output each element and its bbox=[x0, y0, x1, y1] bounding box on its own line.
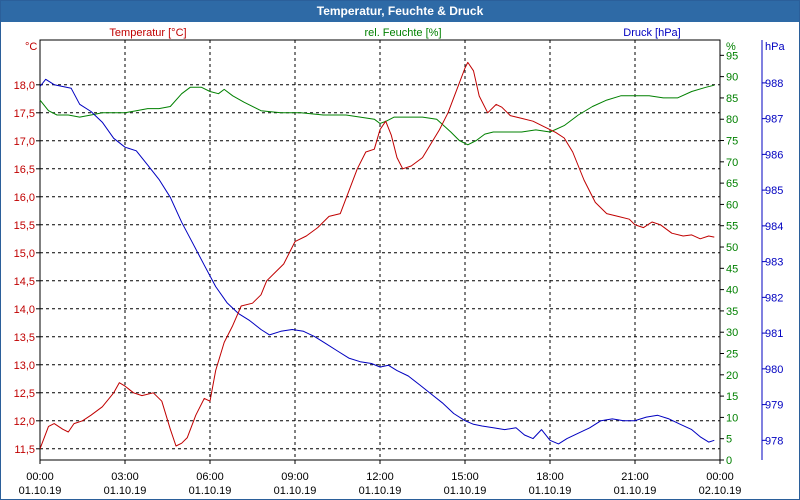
humidity-tick-label: 60 bbox=[726, 199, 738, 211]
humidity-tick-label: 20 bbox=[726, 370, 738, 382]
x-tick-time: 00:00 bbox=[706, 471, 734, 483]
temp-tick-label: 17,5 bbox=[14, 108, 35, 120]
humidity-tick-label: 30 bbox=[726, 327, 738, 339]
x-tick-date: 01.10.19 bbox=[359, 485, 402, 497]
pressure-tick-label: 982 bbox=[765, 292, 783, 304]
humidity-tick-label: 15 bbox=[726, 391, 738, 403]
pressure-tick-label: 984 bbox=[765, 221, 783, 233]
x-tick-time: 00:00 bbox=[26, 471, 54, 483]
humidity-tick-label: 55 bbox=[726, 221, 738, 233]
pressure-tick-label: 987 bbox=[765, 114, 783, 126]
humidity-tick-label: 95 bbox=[726, 50, 738, 62]
humidity-unit: % bbox=[726, 41, 736, 53]
temp-tick-label: 14,5 bbox=[14, 276, 35, 288]
humidity-tick-label: 45 bbox=[726, 263, 738, 275]
x-tick-date: 01.10.19 bbox=[19, 485, 62, 497]
x-tick-date: 01.10.19 bbox=[444, 485, 487, 497]
temp-tick-label: 16,0 bbox=[14, 192, 35, 204]
x-tick-time: 18:00 bbox=[536, 471, 564, 483]
x-tick-time: 21:00 bbox=[621, 471, 649, 483]
temp-tick-label: 12,0 bbox=[14, 416, 35, 428]
humidity-tick-label: 85 bbox=[726, 93, 738, 105]
x-tick-date: 01.10.19 bbox=[104, 485, 147, 497]
temp-tick-label: 13,0 bbox=[14, 360, 35, 372]
x-tick-date: 01.10.19 bbox=[189, 485, 232, 497]
temp-tick-label: 12,5 bbox=[14, 388, 35, 400]
pressure-tick-label: 986 bbox=[765, 149, 783, 161]
temp-tick-label: 15,5 bbox=[14, 220, 35, 232]
pressure-legend: Druck [hPa] bbox=[623, 27, 680, 39]
humidity-tick-label: 75 bbox=[726, 136, 738, 148]
pressure-tick-label: 988 bbox=[765, 78, 783, 90]
temp-tick-label: 13,5 bbox=[14, 332, 35, 344]
pressure-tick-label: 979 bbox=[765, 400, 783, 412]
humidity-legend: rel. Feuchte [%] bbox=[364, 27, 441, 39]
x-tick-date: 01.10.19 bbox=[274, 485, 317, 497]
x-tick-time: 06:00 bbox=[196, 471, 224, 483]
pressure-tick-label: 980 bbox=[765, 364, 783, 376]
humidity-tick-label: 65 bbox=[726, 178, 738, 190]
temp-tick-label: 18,0 bbox=[14, 80, 35, 92]
temp-tick-label: 16,5 bbox=[14, 164, 35, 176]
pressure-tick-label: 985 bbox=[765, 185, 783, 197]
temperature-series-line bbox=[39, 61, 715, 449]
temp-tick-label: 11,5 bbox=[14, 444, 35, 456]
x-tick-time: 12:00 bbox=[366, 471, 394, 483]
pressure-tick-label: 981 bbox=[765, 328, 783, 340]
humidity-series-line bbox=[39, 84, 715, 146]
humidity-tick-label: 35 bbox=[726, 306, 738, 318]
x-tick-time: 03:00 bbox=[111, 471, 139, 483]
pressure-unit: hPa bbox=[765, 41, 785, 53]
temp-tick-label: 15,0 bbox=[14, 248, 35, 260]
humidity-tick-label: 25 bbox=[726, 349, 738, 361]
pressure-tick-label: 983 bbox=[765, 257, 783, 269]
humidity-tick-label: 90 bbox=[726, 72, 738, 84]
x-tick-date: 01.10.19 bbox=[529, 485, 572, 497]
pressure-tick-label: 978 bbox=[765, 435, 783, 447]
x-tick-time: 09:00 bbox=[281, 471, 309, 483]
x-tick-time: 15:00 bbox=[451, 471, 479, 483]
humidity-tick-label: 10 bbox=[726, 412, 738, 424]
humidity-tick-label: 50 bbox=[726, 242, 738, 254]
x-tick-date: 02.10.19 bbox=[699, 485, 742, 497]
humidity-tick-label: 40 bbox=[726, 285, 738, 297]
humidity-tick-label: 5 bbox=[726, 434, 732, 446]
x-tick-date: 01.10.19 bbox=[614, 485, 657, 497]
temperature-unit: °C bbox=[25, 41, 37, 53]
pressure-series-line bbox=[39, 78, 715, 445]
temp-tick-label: 14,0 bbox=[14, 304, 35, 316]
humidity-tick-label: 70 bbox=[726, 157, 738, 169]
temperature-legend: Temperatur [°C] bbox=[109, 27, 186, 39]
window-title: Temperatur, Feuchte & Druck bbox=[1, 1, 799, 22]
humidity-tick-label: 80 bbox=[726, 114, 738, 126]
temp-tick-label: 17,0 bbox=[14, 136, 35, 148]
humidity-tick-label: 0 bbox=[726, 455, 732, 467]
